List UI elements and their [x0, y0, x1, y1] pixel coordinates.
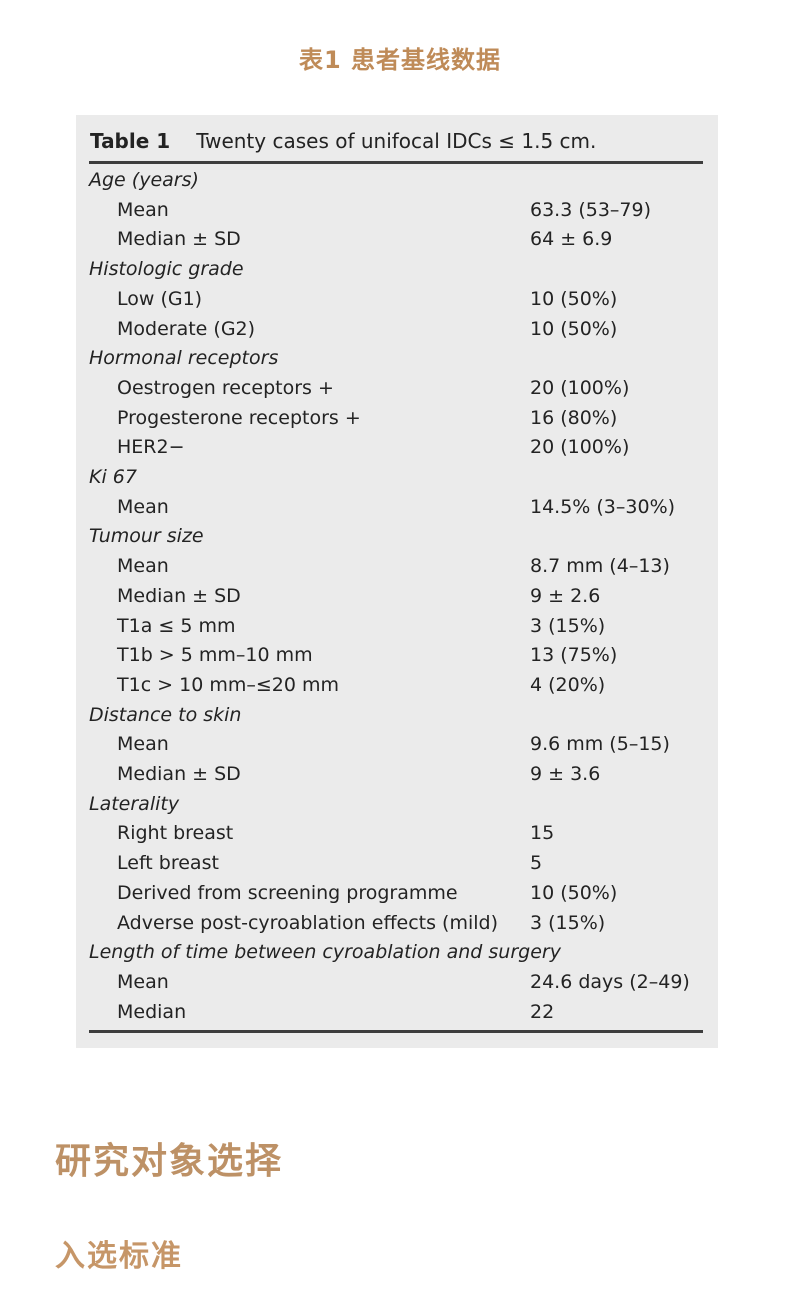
row-value: [530, 938, 703, 968]
row-value: 13 (75%): [530, 644, 618, 667]
row-label: Left breast: [117, 852, 219, 875]
row-value: 3 (15%): [530, 911, 606, 934]
table-row: Median ± SD 9 ± 3.6: [89, 760, 703, 790]
row-label: Median ± SD: [117, 228, 241, 251]
row-value: 9 ± 2.6: [530, 584, 601, 607]
table-row: Histologic grade: [89, 255, 703, 285]
row-label: Length of time between cyroablation and …: [89, 941, 561, 964]
row-label: Age (years): [89, 169, 199, 191]
row-value: [530, 522, 703, 552]
table-row: T1b > 5 mm–10 mm 13 (75%): [89, 641, 703, 671]
table-row: Mean 24.6 days (2–49): [89, 968, 703, 998]
table-caption: Table 1 Twenty cases of unifocal IDCs ≤ 1…: [89, 127, 703, 161]
row-value: 16 (80%): [530, 406, 618, 429]
row-label: Low (G1): [117, 287, 203, 310]
row-value: 4 (20%): [530, 673, 606, 696]
row-value: [530, 701, 703, 731]
table-row: HER2− 20 (100%): [89, 433, 703, 463]
table-row: Hormonal receptors: [89, 344, 703, 374]
table-row: T1a ≤ 5 mm 3 (15%): [89, 612, 703, 642]
table-caption-text: Twenty cases of unifocal IDCs ≤ 1.5 cm.: [196, 129, 597, 153]
row-label: T1a ≤ 5 mm: [117, 614, 236, 637]
row-label: Histologic grade: [89, 258, 244, 281]
row-value: 9 ± 3.6: [530, 763, 601, 786]
row-value: 20 (100%): [530, 376, 630, 399]
table-row: Derived from screening programme 10 (50%): [89, 879, 703, 909]
row-label: T1b > 5 mm–10 mm: [117, 644, 313, 667]
row-value: 10 (50%): [530, 287, 618, 310]
subsection-heading: 入选标准: [55, 1239, 183, 1274]
row-label: Derived from screening programme: [117, 881, 458, 904]
row-label: Moderate (G2): [117, 317, 256, 340]
row-value: [530, 344, 703, 374]
row-label: Progesterone receptors +: [117, 406, 361, 429]
row-label: Right breast: [117, 822, 234, 845]
table-rows: Age (years) Mean 63.3 (53–79) Median ± SD 64…: [89, 164, 703, 1030]
row-label: Tumour size: [89, 525, 204, 548]
row-value: 3 (15%): [530, 614, 606, 637]
row-value: 64 ± 6.9: [530, 228, 613, 251]
row-value: 15: [530, 822, 555, 845]
row-label: Ki 67: [89, 466, 137, 489]
table-row: Adverse post-cyroablation effects (mild)…: [89, 909, 703, 939]
table-row: T1c > 10 mm–≤20 mm 4 (20%): [89, 671, 703, 701]
row-label: Median ± SD: [117, 763, 241, 786]
table-row: Low (G1) 10 (50%): [89, 285, 703, 315]
row-value: 22: [530, 1000, 555, 1023]
row-value: 10 (50%): [530, 317, 618, 340]
row-label: Mean: [117, 970, 169, 993]
row-label: Mean: [117, 495, 169, 518]
row-label: Median ± SD: [117, 584, 241, 607]
table-row: Mean 8.7 mm (4–13): [89, 552, 703, 582]
row-label: Distance to skin: [89, 703, 242, 726]
table-row: Ki 67: [89, 463, 703, 493]
row-label: Mean: [117, 555, 169, 578]
section-heading: 研究对象选择: [55, 1140, 284, 1182]
table-row: Mean 14.5% (3–30%): [89, 493, 703, 523]
row-value: 63.3 (53–79): [530, 198, 652, 221]
table-row: Tumour size: [89, 522, 703, 552]
row-value: 10 (50%): [530, 881, 618, 904]
table-row: Moderate (G2) 10 (50%): [89, 315, 703, 345]
row-label: T1c > 10 mm–≤20 mm: [117, 673, 340, 696]
table-number-label: Table 1: [90, 129, 171, 153]
row-value: [530, 790, 703, 820]
row-value: 9.6 mm (5–15): [530, 733, 670, 756]
row-label: Adverse post-cyroablation effects (mild): [117, 911, 499, 934]
table-row: Progesterone receptors + 16 (80%): [89, 404, 703, 434]
row-label: HER2−: [117, 436, 185, 459]
table-row: Mean 63.3 (53–79): [89, 196, 703, 226]
row-label: Mean: [117, 198, 169, 221]
row-value: 20 (100%): [530, 436, 630, 459]
row-value: 24.6 days (2–49): [530, 970, 690, 993]
row-value: 5: [530, 852, 543, 875]
row-label: Hormonal receptors: [89, 347, 279, 370]
page-title: 表1 患者基线数据: [298, 46, 502, 74]
row-value: [530, 166, 703, 196]
table-row: Laterality: [89, 790, 703, 820]
table-row: Right breast 15: [89, 819, 703, 849]
row-label: Median: [117, 1000, 187, 1023]
table-rule-top: [89, 161, 703, 164]
row-value: [530, 463, 703, 493]
table-row: Median ± SD 64 ± 6.9: [89, 225, 703, 255]
row-value: 8.7 mm (4–13): [530, 555, 670, 578]
table-row: Oestrogen receptors + 20 (100%): [89, 374, 703, 404]
row-label: Mean: [117, 733, 169, 756]
table-row: Left breast 5: [89, 849, 703, 879]
row-label: Oestrogen receptors +: [117, 376, 334, 399]
table-row: Age (years): [89, 166, 703, 196]
table-row: Length of time between cyroablation and …: [89, 938, 703, 968]
table-row: Distance to skin: [89, 701, 703, 731]
row-value: 14.5% (3–30%): [530, 495, 676, 518]
table-row: Mean 9.6 mm (5–15): [89, 730, 703, 760]
table-rule-bottom: [89, 1030, 703, 1034]
row-label: Laterality: [89, 792, 180, 815]
table-panel: Table 1 Twenty cases of unifocal IDCs ≤ 1…: [76, 115, 718, 1048]
row-value: [530, 255, 703, 285]
table-row: Median 22: [89, 998, 703, 1028]
table-row: Median ± SD 9 ± 2.6: [89, 582, 703, 612]
